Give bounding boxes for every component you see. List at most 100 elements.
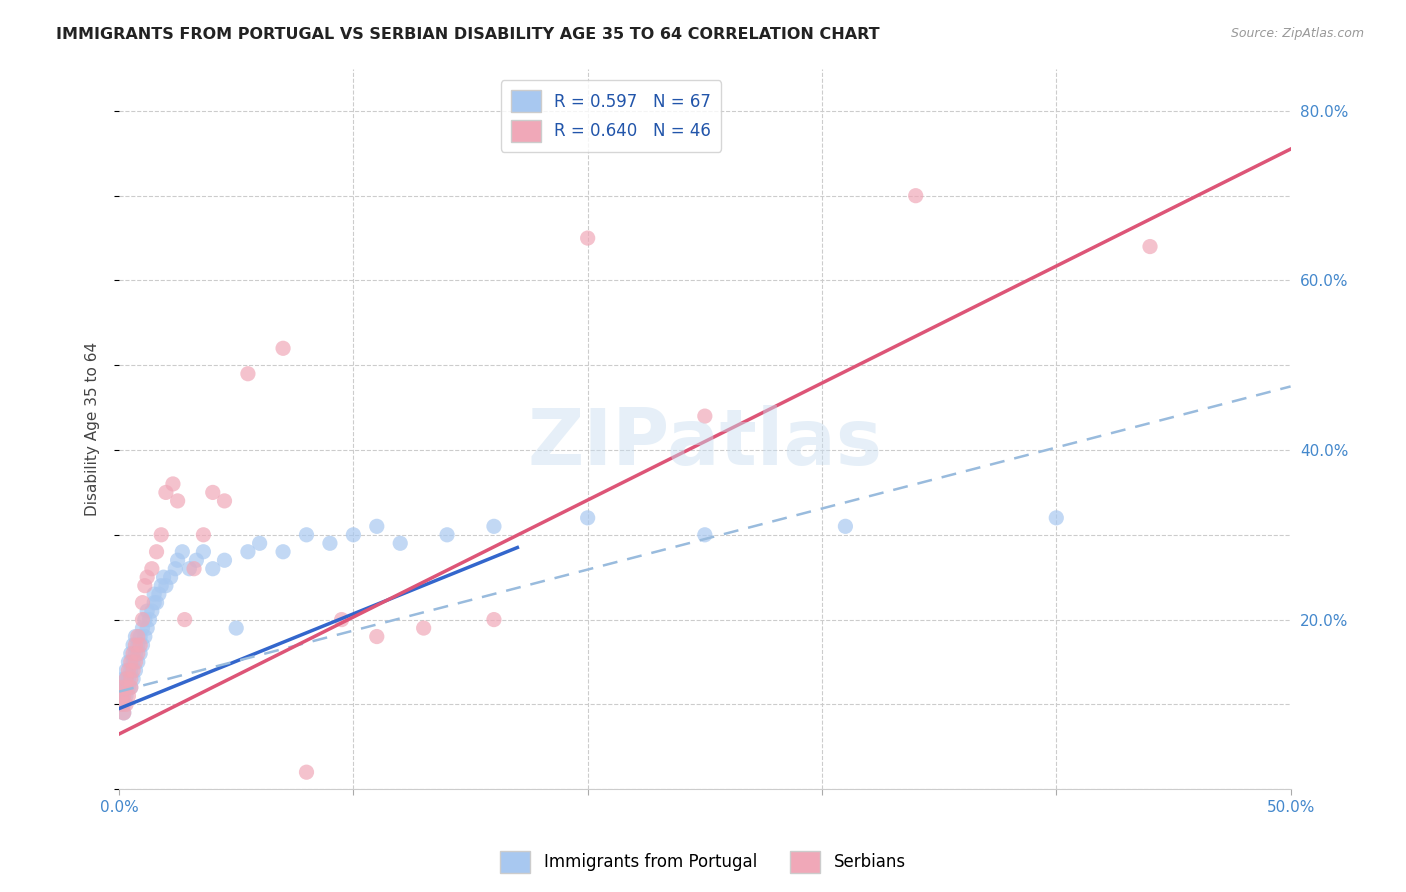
Point xyxy=(115,698,138,712)
Point xyxy=(1045,511,1067,525)
Point xyxy=(183,562,205,576)
Point xyxy=(330,613,353,627)
Point xyxy=(693,528,716,542)
Point xyxy=(145,545,167,559)
Point xyxy=(112,698,135,712)
Legend: R = 0.597   N = 67, R = 0.640   N = 46: R = 0.597 N = 67, R = 0.640 N = 46 xyxy=(501,80,721,152)
Point xyxy=(249,536,271,550)
Point xyxy=(127,647,149,661)
Point xyxy=(162,477,184,491)
Point xyxy=(115,681,138,695)
Point xyxy=(155,485,177,500)
Point xyxy=(131,596,153,610)
Point xyxy=(110,689,132,703)
Point xyxy=(115,681,138,695)
Point xyxy=(112,689,135,703)
Point xyxy=(127,638,149,652)
Point xyxy=(693,409,716,423)
Point xyxy=(112,689,135,703)
Point xyxy=(115,689,138,703)
Point xyxy=(131,621,153,635)
Point xyxy=(134,579,156,593)
Point xyxy=(124,664,146,678)
Point xyxy=(120,681,142,695)
Point xyxy=(482,519,505,533)
Point xyxy=(124,638,146,652)
Point xyxy=(152,570,174,584)
Point xyxy=(366,630,388,644)
Point xyxy=(129,647,152,661)
Point xyxy=(576,231,599,245)
Point xyxy=(115,664,138,678)
Point xyxy=(141,562,163,576)
Point xyxy=(124,655,146,669)
Y-axis label: Disability Age 35 to 64: Disability Age 35 to 64 xyxy=(86,342,100,516)
Point xyxy=(112,672,135,686)
Point xyxy=(120,681,142,695)
Point xyxy=(159,570,181,584)
Point xyxy=(412,621,434,635)
Point xyxy=(129,638,152,652)
Point xyxy=(482,613,505,627)
Point xyxy=(236,367,259,381)
Point xyxy=(319,536,342,550)
Point xyxy=(214,494,236,508)
Point xyxy=(173,613,195,627)
Point xyxy=(271,341,294,355)
Point xyxy=(136,604,159,618)
Point xyxy=(134,613,156,627)
Point xyxy=(112,706,135,720)
Point xyxy=(342,528,364,542)
Point xyxy=(166,553,188,567)
Point xyxy=(150,579,173,593)
Point xyxy=(136,621,159,635)
Point xyxy=(129,630,152,644)
Point xyxy=(904,188,927,202)
Point xyxy=(124,647,146,661)
Text: ZIPatlas: ZIPatlas xyxy=(527,405,883,482)
Point xyxy=(117,655,139,669)
Point xyxy=(143,596,166,610)
Point xyxy=(117,689,139,703)
Point xyxy=(271,545,294,559)
Point xyxy=(115,672,138,686)
Point xyxy=(389,536,412,550)
Point xyxy=(122,647,145,661)
Point xyxy=(110,698,132,712)
Point xyxy=(110,689,132,703)
Point xyxy=(120,647,142,661)
Point xyxy=(295,765,318,780)
Point xyxy=(110,681,132,695)
Point xyxy=(201,485,224,500)
Point xyxy=(193,528,215,542)
Point xyxy=(110,698,132,712)
Point xyxy=(295,528,318,542)
Point xyxy=(179,562,201,576)
Point xyxy=(214,553,236,567)
Point xyxy=(166,494,188,508)
Point xyxy=(143,587,166,601)
Point xyxy=(117,672,139,686)
Point xyxy=(436,528,458,542)
Point xyxy=(117,681,139,695)
Point xyxy=(138,613,160,627)
Point xyxy=(155,579,177,593)
Point xyxy=(148,587,170,601)
Point xyxy=(136,570,159,584)
Point xyxy=(834,519,856,533)
Point xyxy=(193,545,215,559)
Point xyxy=(120,664,142,678)
Point xyxy=(120,655,142,669)
Point xyxy=(1139,239,1161,253)
Point xyxy=(201,562,224,576)
Point xyxy=(120,672,142,686)
Point xyxy=(127,630,149,644)
Legend: Immigrants from Portugal, Serbians: Immigrants from Portugal, Serbians xyxy=(494,845,912,880)
Point xyxy=(127,655,149,669)
Point xyxy=(112,706,135,720)
Text: Source: ZipAtlas.com: Source: ZipAtlas.com xyxy=(1230,27,1364,40)
Point xyxy=(124,630,146,644)
Point xyxy=(236,545,259,559)
Point xyxy=(576,511,599,525)
Point xyxy=(122,664,145,678)
